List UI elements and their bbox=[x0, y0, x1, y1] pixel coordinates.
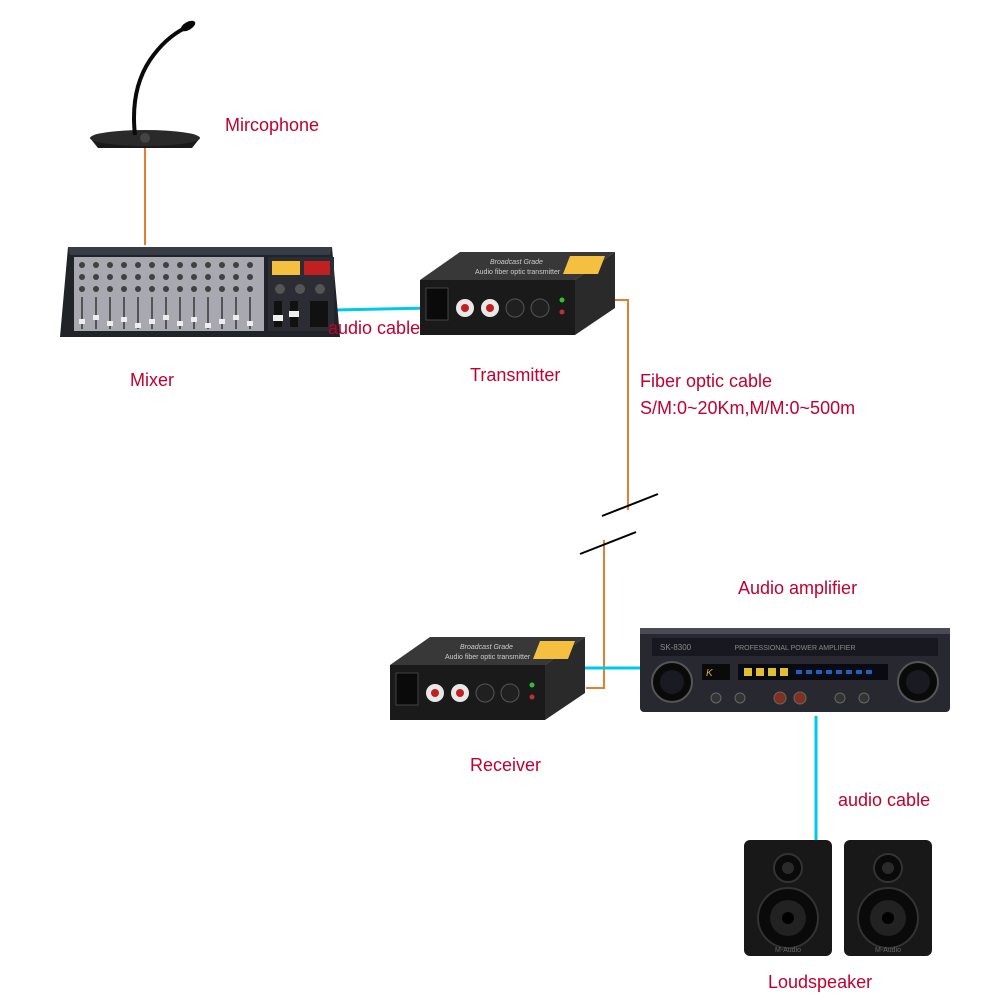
mixer-device bbox=[60, 235, 340, 345]
transmitter-label: Transmitter bbox=[470, 365, 560, 386]
svg-text:M-Audio: M-Audio bbox=[875, 947, 901, 954]
cable-mixer-to-transmitter bbox=[334, 308, 432, 310]
svg-text:PROFESSIONAL POWER AMPLIFIER: PROFESSIONAL POWER AMPLIFIER bbox=[734, 645, 855, 652]
svg-text:SK-8300: SK-8300 bbox=[660, 643, 692, 652]
receiver-device: Broadcast Grade Audio fiber optic transm… bbox=[390, 635, 585, 725]
fiber-break-mark-1 bbox=[602, 494, 658, 516]
fiber-cable-label: Fiber optic cable S/M:0~20Km,M/M:0~500m bbox=[640, 368, 855, 422]
svg-text:Audio fiber optic transmitter: Audio fiber optic transmitter bbox=[445, 654, 531, 661]
fiber-cable-label-line1: Fiber optic cable bbox=[640, 368, 855, 395]
audio-cable-label-2: audio cable bbox=[838, 790, 930, 811]
fiber-cable-label-line2: S/M:0~20Km,M/M:0~500m bbox=[640, 395, 855, 422]
svg-text:M-Audio: M-Audio bbox=[775, 947, 801, 954]
amplifier-device: SK-8300 PROFESSIONAL POWER AMPLIFIER K bbox=[640, 620, 950, 720]
amplifier-label: Audio amplifier bbox=[738, 578, 857, 599]
svg-text:Broadcast Grade: Broadcast Grade bbox=[460, 644, 513, 651]
audio-cable-label-1: audio cable bbox=[328, 318, 420, 339]
svg-text:Audio fiber optic transmitter: Audio fiber optic transmitter bbox=[475, 269, 561, 276]
fiber-break-mark-2 bbox=[580, 532, 636, 554]
cable-fiber-tx-segment bbox=[615, 300, 628, 510]
svg-text:Broadcast Grade: Broadcast Grade bbox=[490, 259, 543, 266]
microphone-label: Mircophone bbox=[225, 115, 319, 136]
mixer-label: Mixer bbox=[130, 370, 174, 391]
loudspeaker-device: M-Audio M-Audio bbox=[740, 830, 940, 960]
microphone-device bbox=[80, 20, 210, 150]
loudspeaker-label: Loudspeaker bbox=[768, 972, 872, 993]
cable-fiber-rx-segment bbox=[586, 540, 604, 688]
transmitter-device: Broadcast Grade Audio fiber optic transm… bbox=[420, 250, 615, 340]
receiver-label: Receiver bbox=[470, 755, 541, 776]
